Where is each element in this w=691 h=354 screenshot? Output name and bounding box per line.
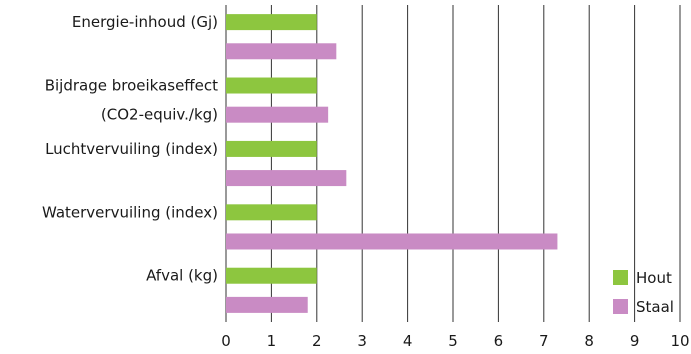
x-tick-label: 6 <box>494 332 504 350</box>
legend: Hout Staal <box>613 269 674 316</box>
x-tick-label: 9 <box>630 332 640 350</box>
x-tick-label: 3 <box>357 332 367 350</box>
x-tick-label: 0 <box>221 332 231 350</box>
legend-swatch-hout <box>613 270 628 285</box>
category-label: Luchtvervuiling (index) <box>45 140 218 158</box>
bar-staal <box>226 233 558 250</box>
bars <box>226 14 558 313</box>
x-tick-label: 2 <box>312 332 322 350</box>
category-label: Energie-inhoud (Gj) <box>72 13 218 31</box>
category-label: Bijdrage broeikaseffect <box>45 77 218 95</box>
category-label: (CO2-equiv./kg) <box>101 106 218 124</box>
bar-hout <box>226 140 317 157</box>
x-tick-label: 1 <box>267 332 277 350</box>
x-tick-label: 5 <box>448 332 458 350</box>
legend-swatch-staal <box>613 299 628 314</box>
x-tick-label: 4 <box>403 332 413 350</box>
bar-hout <box>226 77 317 94</box>
category-label: Watervervuiling (index) <box>42 203 218 221</box>
category-labels: Energie-inhoud (Gj) Bijdrage broeikaseffe… <box>42 13 218 285</box>
x-tick-label: 10 <box>670 332 689 350</box>
bar-staal <box>226 170 347 187</box>
bar-staal <box>226 43 337 60</box>
category-label: Afval (kg) <box>146 267 218 285</box>
bar-staal <box>226 296 308 313</box>
bar-staal <box>226 106 329 123</box>
bar-hout <box>226 14 317 31</box>
bar-hout <box>226 204 317 221</box>
x-axis-tick-labels: 0 1 2 3 4 5 6 7 8 9 10 <box>221 332 689 350</box>
legend-label-hout: Hout <box>636 269 672 287</box>
legend-label-staal: Staal <box>636 298 674 316</box>
x-tick-label: 8 <box>584 332 594 350</box>
x-tick-label: 7 <box>539 332 549 350</box>
bar-hout <box>226 267 317 284</box>
